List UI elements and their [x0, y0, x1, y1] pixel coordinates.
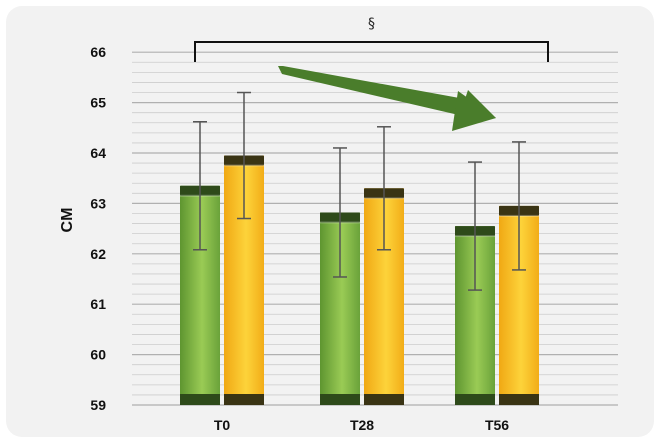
bar-base-cap: [180, 394, 220, 405]
x-tick-label: T56: [485, 417, 509, 433]
y-tick-label: 61: [90, 296, 106, 312]
bar: [455, 226, 495, 405]
y-axis: 59 60 61 62 63 64 65 66: [90, 44, 106, 413]
bar-base-cap: [455, 394, 495, 405]
error-bar: [237, 91, 251, 220]
x-axis: T0 T28 T56: [214, 417, 509, 433]
significance-bracket: [194, 41, 549, 62]
bar-base-cap: [499, 394, 539, 405]
y-tick-label: 59: [90, 397, 106, 413]
y-tick-label: 62: [90, 246, 106, 262]
error-bars: [193, 91, 526, 291]
error-bar: [512, 141, 526, 271]
annotations: §: [194, 16, 549, 131]
trend-arrow-head: [452, 91, 496, 131]
y-axis-label: CM: [59, 208, 76, 233]
y-tick-label: 60: [90, 347, 106, 363]
error-bar: [193, 121, 207, 251]
x-tick-label: T28: [350, 417, 374, 433]
trend-arrow-shaft: [278, 66, 496, 124]
error-bar: [468, 161, 482, 291]
error-bar: [377, 126, 391, 251]
y-tick-label: 64: [90, 145, 106, 161]
bar-base-cap: [364, 394, 404, 405]
x-tick-label: T0: [214, 417, 231, 433]
bar-base-cap: [224, 394, 264, 405]
y-tick-label: 66: [90, 44, 106, 60]
significance-symbol: §: [368, 16, 375, 32]
error-bar: [333, 147, 347, 278]
y-tick-label: 63: [90, 195, 106, 211]
bar-base-cap: [320, 394, 360, 405]
y-tick-label: 65: [90, 95, 106, 111]
